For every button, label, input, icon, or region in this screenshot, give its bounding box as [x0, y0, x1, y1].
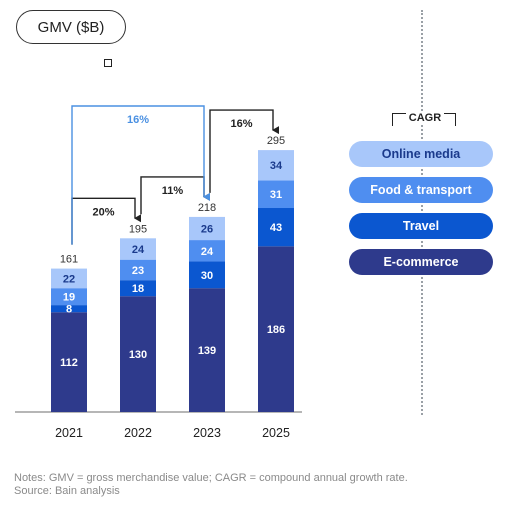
bar-segment-travel-2025	[258, 208, 294, 247]
bar-segment-food-transport-2023	[189, 240, 225, 262]
x-tick-label: 2025	[262, 426, 290, 440]
bar-value-label: 18	[132, 283, 144, 295]
bar-value-label: 26	[201, 223, 213, 235]
divider	[421, 10, 423, 415]
bar-value-label: 43	[270, 222, 282, 234]
bar-segment-online-media-2021	[51, 268, 87, 289]
growth-label-bg	[158, 182, 187, 197]
bar-segment-e-commerce-2025	[258, 246, 294, 412]
growth-bracket	[71, 105, 210, 245]
bar-segment-online-media-2025	[258, 150, 294, 181]
bar-segment-food-transport-2025	[258, 180, 294, 209]
notes-line: Notes: GMV = gross merchandise value; CA…	[14, 472, 408, 484]
growth-label-bg	[227, 116, 256, 131]
bar-value-label: 24	[201, 246, 214, 258]
bar-total-label: 295	[267, 135, 285, 147]
x-tick-label: 2023	[193, 426, 221, 440]
bar-value-label: 186	[267, 324, 285, 336]
bar-value-label: 31	[270, 189, 282, 201]
bar-segment-e-commerce-2021	[51, 312, 87, 412]
legend-item-food-transport: Food & transport	[349, 177, 493, 203]
bar-value-label: 22	[63, 273, 75, 285]
bar-total-label: 195	[129, 223, 147, 235]
bar-value-label: 24	[132, 244, 145, 256]
growth-label: 16%	[127, 114, 149, 126]
bar-segment-travel-2023	[189, 261, 225, 289]
bar-value-label: 30	[201, 270, 213, 282]
growth-label: 20%	[92, 206, 114, 218]
growth-bracket	[209, 109, 279, 193]
growth-label-bg	[89, 204, 118, 219]
legend-title-label: CAGR	[405, 112, 445, 124]
bar-segment-food-transport-2021	[51, 288, 87, 306]
bar-total-label: 218	[198, 202, 216, 214]
bar-value-label: 34	[270, 160, 283, 172]
x-tick-label: 2022	[124, 426, 152, 440]
x-tick-label: 2021	[55, 426, 83, 440]
bar-segment-online-media-2022	[120, 238, 156, 260]
bar-value-label: 130	[129, 349, 147, 361]
legend-item-online-media: Online media	[349, 141, 493, 167]
bar-value-label: 23	[132, 265, 144, 277]
unit-label: GMV ($B)	[16, 10, 126, 44]
bar-value-label: 112	[60, 357, 78, 369]
bar-segment-online-media-2023	[189, 216, 225, 241]
bar-value-label: 8	[66, 304, 72, 316]
footnotes: Notes: GMV = gross merchandise value; CA…	[14, 472, 408, 498]
bar-segment-e-commerce-2023	[189, 288, 225, 412]
bar-segment-food-transport-2022	[120, 259, 156, 281]
source-line: Source: Bain analysis	[14, 485, 120, 497]
growth-label: 11%	[162, 185, 184, 197]
growth-label: 16%	[230, 118, 252, 130]
small-square-marker	[104, 59, 112, 67]
legend-title: CAGR	[392, 109, 458, 131]
bar-value-label: 19	[63, 292, 75, 304]
bar-value-label: 139	[198, 345, 216, 357]
bar-segment-travel-2021	[51, 305, 87, 313]
growth-label-bg	[124, 112, 152, 126]
bar-total-label: 161	[60, 254, 78, 266]
bar-segment-travel-2022	[120, 280, 156, 297]
legend-item-e-commerce: E-commerce	[349, 249, 493, 275]
legend-item-travel: Travel	[349, 213, 493, 239]
bar-segment-e-commerce-2022	[120, 296, 156, 412]
stacked-bar-chart: 112 819 22 161 2021 130 18 23 24 195 2022 139 30 24 26…	[15, 105, 302, 440]
